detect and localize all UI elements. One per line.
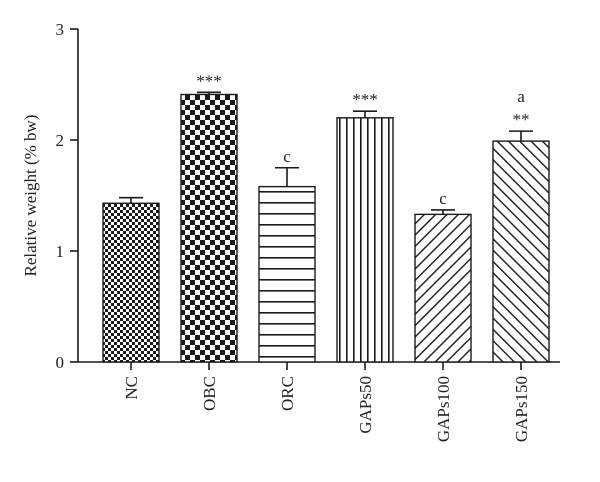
y-tick-label: 1 xyxy=(56,242,65,261)
bars xyxy=(102,91,550,363)
significance-label: *** xyxy=(196,71,222,90)
y-tick-label: 2 xyxy=(56,131,65,150)
labels: 0 1 2 3 NC *** OBC c ORC *** GAPs50 c GAPs100 ** a GAPs… xyxy=(56,20,532,442)
x-category-label: GAPs100 xyxy=(434,376,453,442)
significance-label: *** xyxy=(352,90,378,109)
y-tick-label: 0 xyxy=(56,353,65,372)
bar-obc xyxy=(180,93,238,363)
significance-label-top: a xyxy=(517,87,525,106)
x-category-label: OBC xyxy=(200,376,219,411)
y-axis-label: Relative weight (% bw) xyxy=(21,115,40,277)
bar-gaps100 xyxy=(414,213,472,363)
bar-nc xyxy=(102,202,160,363)
x-category-label: GAPs150 xyxy=(512,376,531,442)
x-category-label: NC xyxy=(122,376,141,400)
significance-label: c xyxy=(439,189,447,208)
significance-label: c xyxy=(283,147,291,166)
significance-label: ** xyxy=(513,110,530,129)
x-category-label: GAPs50 xyxy=(356,376,375,434)
bar-orc xyxy=(258,185,316,363)
y-tick-label: 3 xyxy=(56,20,65,39)
x-category-label: ORC xyxy=(278,376,297,411)
bar-gaps50 xyxy=(336,117,394,363)
bar-gaps150 xyxy=(492,140,550,363)
